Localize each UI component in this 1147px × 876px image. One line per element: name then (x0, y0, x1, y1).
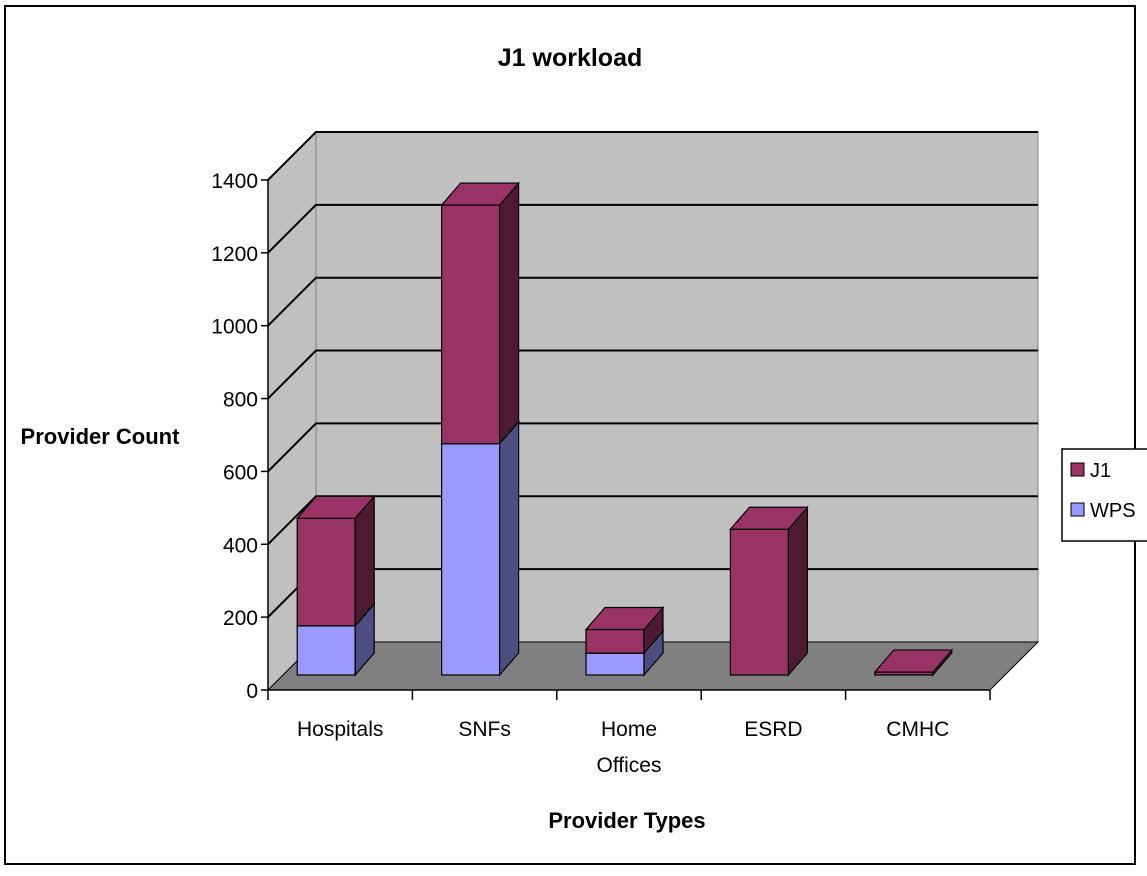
legend-swatch (1071, 503, 1084, 516)
legend-label: J1 (1090, 460, 1111, 482)
y-axis-title: Provider Count (21, 424, 181, 449)
x-tick-label: Hospitals (297, 718, 383, 741)
y-tick-label: 200 (223, 607, 258, 630)
bar-front (297, 518, 355, 625)
x-tick-label: ESRD (744, 718, 802, 741)
y-tick-label: 400 (223, 534, 258, 557)
bar-side (500, 183, 519, 444)
y-tick-label: 800 (223, 389, 258, 412)
y-tick-label: 0 (246, 680, 258, 703)
bar-front (442, 205, 500, 444)
y-tick-label: 1400 (211, 170, 258, 193)
bar-side (788, 507, 807, 675)
bar-front (442, 444, 500, 675)
y-tick-label: 600 (223, 461, 258, 484)
chart-title: J1 workload (498, 44, 643, 72)
x-axis-title: Provider Types (548, 808, 705, 833)
x-tick-label: Offices (597, 754, 662, 777)
bar-front (586, 653, 644, 675)
x-tick-label: CMHC (886, 718, 949, 741)
x-tick-label: SNFs (458, 718, 511, 741)
bar-front (730, 529, 788, 675)
bar-side (500, 422, 519, 675)
y-tick-label: 1000 (211, 316, 258, 339)
bar-front (586, 629, 644, 653)
legend-swatch (1071, 463, 1084, 476)
x-tick-label: Home (601, 718, 657, 741)
legend-label: WPS (1090, 500, 1136, 522)
back-wall (316, 132, 1038, 642)
bar-front (297, 626, 355, 675)
y-tick-label: 1200 (211, 243, 258, 266)
